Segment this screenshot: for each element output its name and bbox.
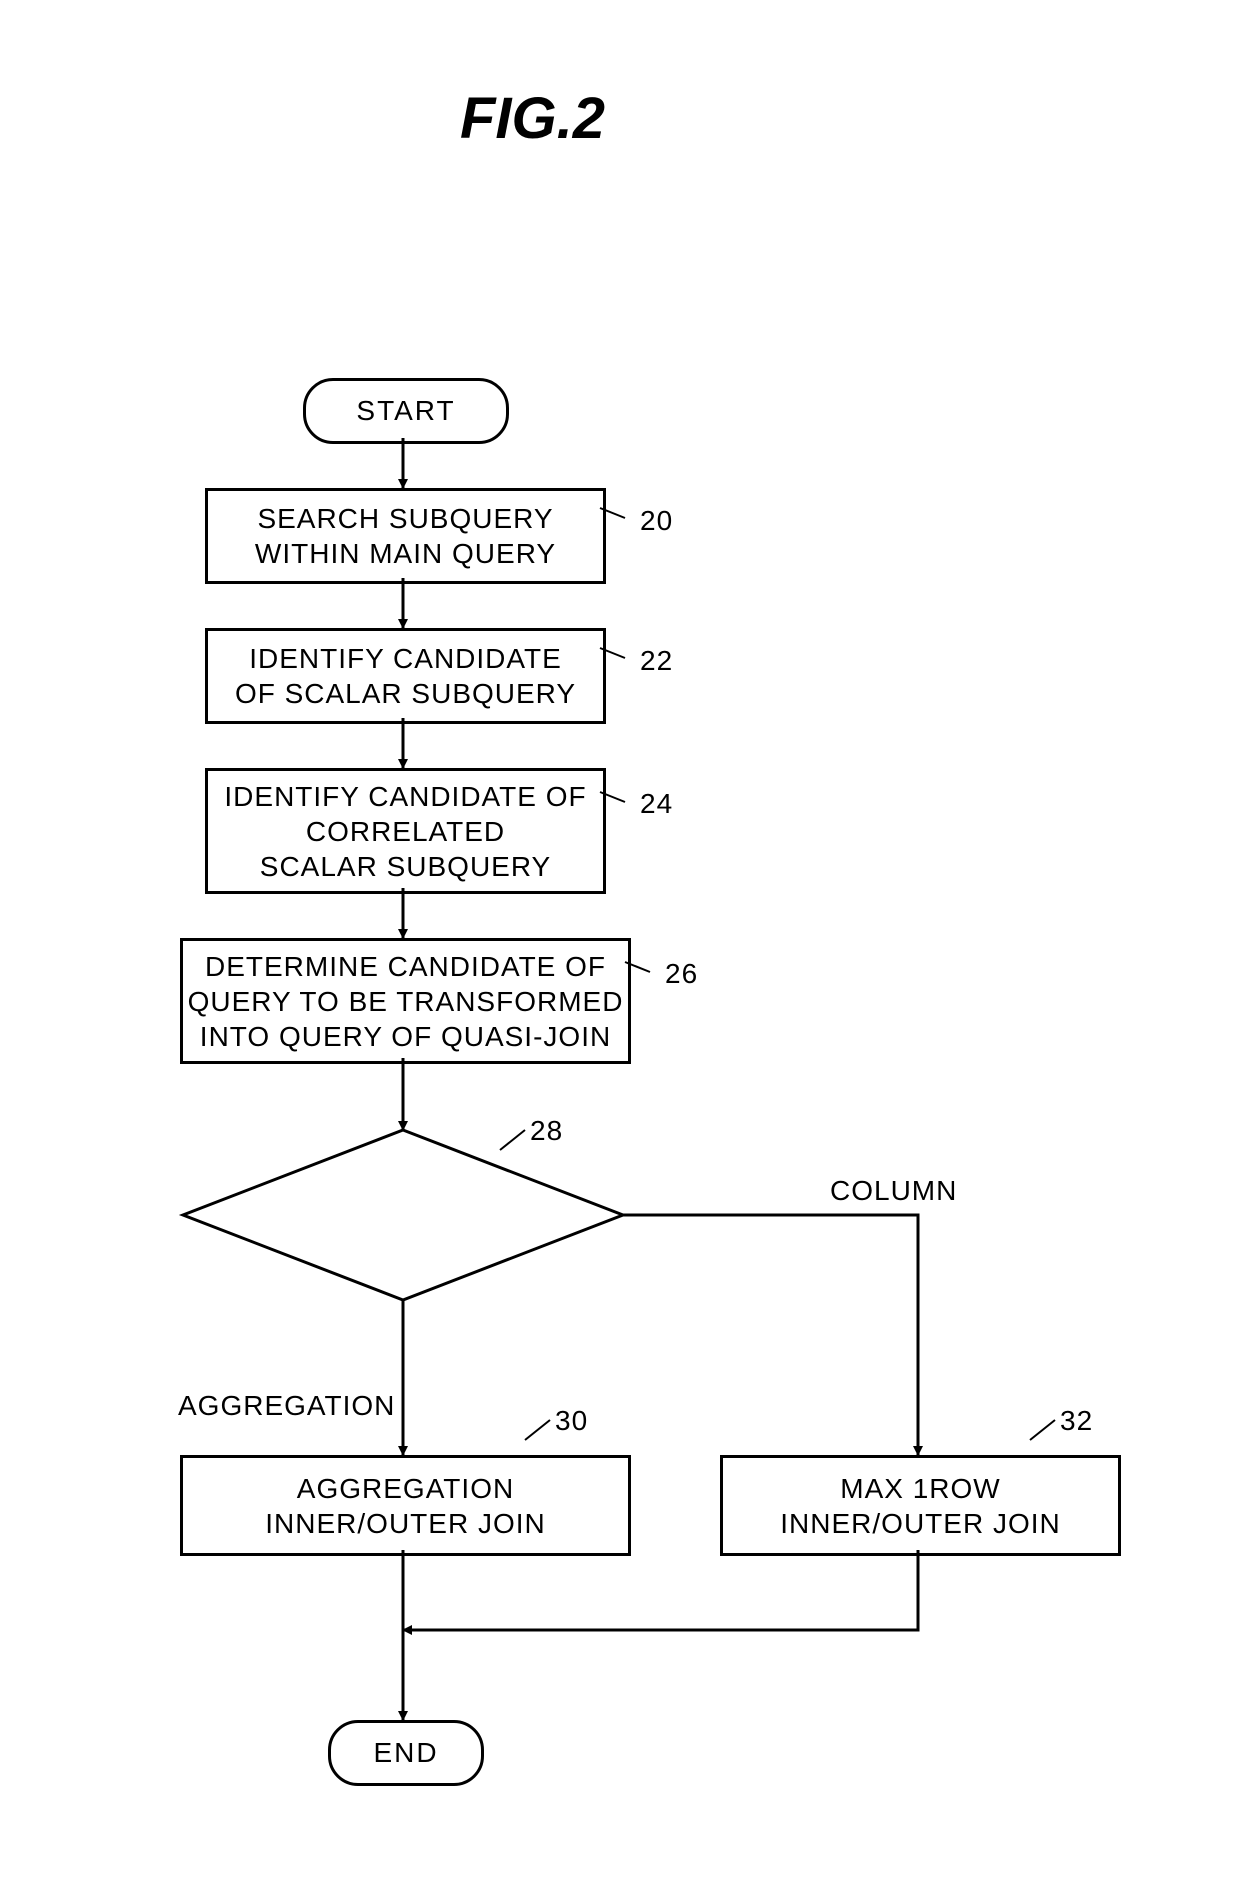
connector-arrow xyxy=(403,1550,918,1630)
process-max1row-join: MAX 1ROW INNER/OUTER JOIN xyxy=(720,1455,1121,1556)
terminal-end: END xyxy=(328,1720,484,1786)
process-32-line2: INNER/OUTER JOIN xyxy=(780,1506,1060,1541)
process-24-line2: CORRELATED xyxy=(224,814,586,849)
ref-tick xyxy=(525,1420,550,1440)
ref-26: 26 xyxy=(665,958,698,990)
ref-24: 24 xyxy=(640,788,673,820)
terminal-start: START xyxy=(303,378,509,444)
branch-label-column: COLUMN xyxy=(830,1175,957,1207)
ref-20: 20 xyxy=(640,505,673,537)
process-identify-scalar: IDENTIFY CANDIDATE OF SCALAR SUBQUERY xyxy=(205,628,606,724)
connector-arrow xyxy=(623,1215,918,1455)
process-32-line1: MAX 1ROW xyxy=(780,1471,1060,1506)
process-26-line2: QUERY TO BE TRANSFORMED xyxy=(188,984,624,1019)
process-20-line1: SEARCH SUBQUERY xyxy=(255,501,556,536)
ref-22: 22 xyxy=(640,645,673,677)
branch-label-aggregation: AGGREGATION xyxy=(178,1390,395,1422)
process-24-line3: SCALAR SUBQUERY xyxy=(224,849,586,884)
terminal-end-label: END xyxy=(373,1737,438,1769)
decision-type-of-result-label: TYPE OF RESULT xyxy=(275,1200,531,1232)
flowchart-canvas: FIG.2 START SEARCH SUBQUERY WITHIN MAIN … xyxy=(0,0,1240,1897)
ref-tick xyxy=(1030,1420,1055,1440)
ref-30: 30 xyxy=(555,1405,588,1437)
terminal-start-label: START xyxy=(356,395,455,427)
figure-title: FIG.2 xyxy=(460,85,605,152)
process-identify-correlated: IDENTIFY CANDIDATE OF CORRELATED SCALAR … xyxy=(205,768,606,894)
process-26-line1: DETERMINE CANDIDATE OF xyxy=(188,949,624,984)
ref-tick xyxy=(500,1130,525,1150)
process-22-line2: OF SCALAR SUBQUERY xyxy=(235,676,576,711)
ref-32: 32 xyxy=(1060,1405,1093,1437)
process-22-line1: IDENTIFY CANDIDATE xyxy=(235,641,576,676)
process-search-subquery: SEARCH SUBQUERY WITHIN MAIN QUERY xyxy=(205,488,606,584)
process-24-line1: IDENTIFY CANDIDATE OF xyxy=(224,779,586,814)
process-20-line2: WITHIN MAIN QUERY xyxy=(255,536,556,571)
process-26-line3: INTO QUERY OF QUASI-JOIN xyxy=(188,1019,624,1054)
process-30-line2: INNER/OUTER JOIN xyxy=(265,1506,545,1541)
process-determine-candidate: DETERMINE CANDIDATE OF QUERY TO BE TRANS… xyxy=(180,938,631,1064)
process-30-line1: AGGREGATION xyxy=(265,1471,545,1506)
process-aggregation-join: AGGREGATION INNER/OUTER JOIN xyxy=(180,1455,631,1556)
ref-28: 28 xyxy=(530,1115,563,1147)
